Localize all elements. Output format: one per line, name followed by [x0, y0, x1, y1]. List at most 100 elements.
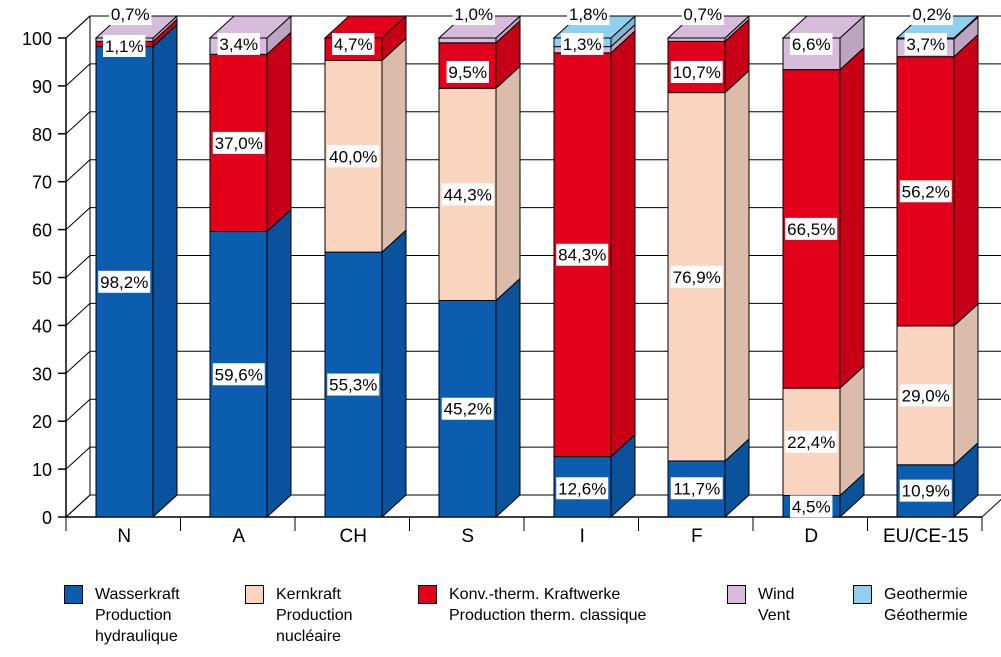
data-label: 3,7%	[904, 33, 947, 55]
data-label-bg	[681, 3, 724, 25]
data-label-bg	[899, 384, 952, 407]
data-label-text: 4,7%	[334, 35, 373, 54]
bar-side	[610, 29, 636, 458]
x-tick-label: S	[461, 526, 474, 547]
legend-label: hydraulique	[95, 628, 178, 645]
data-label-bg	[98, 270, 151, 293]
data-label-text: 22,4%	[787, 433, 835, 452]
data-label: 55,3%	[327, 373, 380, 396]
data-label: 12,6%	[556, 477, 609, 500]
data-label-text: 4,5%	[792, 497, 831, 516]
legend-item-thermal: Konv.-therm. Kraftwerke Production therm…	[418, 584, 646, 626]
bar-side	[266, 31, 292, 233]
y-axis-tick-labels: 0 10 20 30 40 50 60 70 80 90 100	[22, 29, 52, 528]
chart-bars	[94, 14, 980, 519]
data-label-text: 66,5%	[787, 220, 835, 239]
data-label-text: 59,6%	[215, 365, 263, 384]
data-label-bg	[899, 479, 952, 502]
data-label-bg	[567, 3, 610, 25]
data-label-bg	[670, 265, 723, 288]
y-tick-label: 0	[42, 508, 52, 528]
data-label-bg	[910, 3, 953, 25]
x-tick-label: N	[117, 526, 131, 547]
data-label: 4,7%	[332, 33, 375, 55]
data-label-bg	[561, 33, 604, 55]
data-label: 9,5%	[446, 61, 489, 83]
bar-side	[266, 208, 292, 519]
data-label: 11,7%	[670, 477, 723, 500]
data-label: 1,0%	[452, 3, 495, 25]
data-label-text: 55,3%	[329, 376, 377, 395]
data-label-text: 0,2%	[912, 5, 951, 24]
y-tick-label: 60	[32, 221, 52, 241]
legend-item-wind: Wind Vent	[727, 584, 794, 626]
legend-swatch-hydro	[64, 585, 83, 604]
data-label: 40,0%	[327, 145, 380, 168]
data-label: 10,9%	[899, 479, 952, 502]
y-tick-label: 70	[32, 173, 52, 193]
bar-side	[839, 46, 865, 390]
bar-side	[381, 228, 407, 519]
x-axis-tick-labels: N A CH S I F D EU/CE-15	[117, 526, 968, 547]
chart-legend: Wasserkraft Production hydraulique Kernk…	[0, 584, 1001, 657]
data-label-bg	[212, 363, 265, 386]
data-label-bg	[446, 61, 489, 83]
bar-segment-thermal	[782, 46, 865, 390]
legend-label: Wind	[758, 586, 795, 603]
data-label-text: 40,0%	[329, 147, 377, 166]
data-label: 29,0%	[899, 384, 952, 407]
legend-label: Wasserkraft	[95, 586, 180, 603]
chart-data-labels: 98,2% 1,1% 0,7% 59,6% 37,0% 3,4% 55,3% 40,0% 4,7…	[98, 3, 953, 518]
data-label-bg	[904, 33, 947, 55]
legend-swatch-nuclear	[245, 585, 264, 604]
bar-segment-nuclear	[896, 302, 979, 466]
data-label: 0,2%	[910, 3, 953, 25]
bar-side	[724, 69, 750, 463]
x-tick-label: EU/CE-15	[883, 526, 969, 547]
legend-item-hydro: Wasserkraft Production hydraulique	[64, 584, 180, 647]
data-label-bg	[790, 33, 833, 55]
data-label: 76,9%	[670, 265, 723, 288]
data-label-bg	[556, 243, 609, 266]
data-label: 66,5%	[785, 217, 838, 240]
data-label-text: 56,2%	[902, 182, 950, 201]
data-label: 1,3%	[561, 33, 604, 55]
data-label-text: 6,6%	[792, 35, 831, 54]
legend-label: Géothermie	[884, 607, 968, 624]
data-label-bg	[109, 3, 152, 25]
data-label-bg	[441, 183, 494, 206]
legend-swatch-thermal	[418, 585, 437, 604]
data-label: 98,2%	[98, 270, 151, 293]
data-label-text: 1,0%	[454, 5, 493, 24]
data-label-text: 29,0%	[902, 386, 950, 405]
bar-front	[667, 37, 726, 42]
bar-side	[953, 33, 979, 328]
x-tick-label: CH	[340, 526, 367, 547]
data-label-text: 37,0%	[215, 134, 263, 153]
legend-swatch-wind	[727, 585, 746, 604]
legend-label: Geothermie	[884, 586, 968, 603]
data-label-bg	[103, 35, 146, 57]
bar-side	[953, 302, 979, 466]
data-label-bg	[332, 33, 375, 55]
legend-label: Production therm. classique	[449, 607, 647, 624]
legend-label: nucléaire	[276, 628, 341, 645]
data-label-text: 10,7%	[673, 63, 721, 82]
data-label-bg	[327, 373, 380, 396]
data-label: 45,2%	[441, 397, 494, 420]
data-label-text: 98,2%	[100, 273, 148, 292]
data-label-bg	[790, 495, 833, 518]
data-label-text: 1,1%	[105, 37, 144, 56]
y-tick-label: 80	[32, 125, 52, 145]
legend-label: Konv.-therm. Kraftwerke	[449, 586, 621, 603]
legend-label: Production	[276, 607, 353, 624]
y-tick-label: 40	[32, 316, 52, 336]
data-label-bg	[441, 397, 494, 420]
x-tick-label: F	[691, 526, 703, 547]
data-label: 84,3%	[556, 243, 609, 266]
x-tick-label: A	[232, 526, 245, 547]
bar-side	[839, 365, 865, 497]
stacked-bar-chart: 98,2% 1,1% 0,7% 59,6% 37,0% 3,4% 55,3% 40,0% 4,7…	[22, 3, 1001, 547]
y-axis-depth	[65, 15, 91, 39]
data-label-bg	[785, 217, 838, 240]
